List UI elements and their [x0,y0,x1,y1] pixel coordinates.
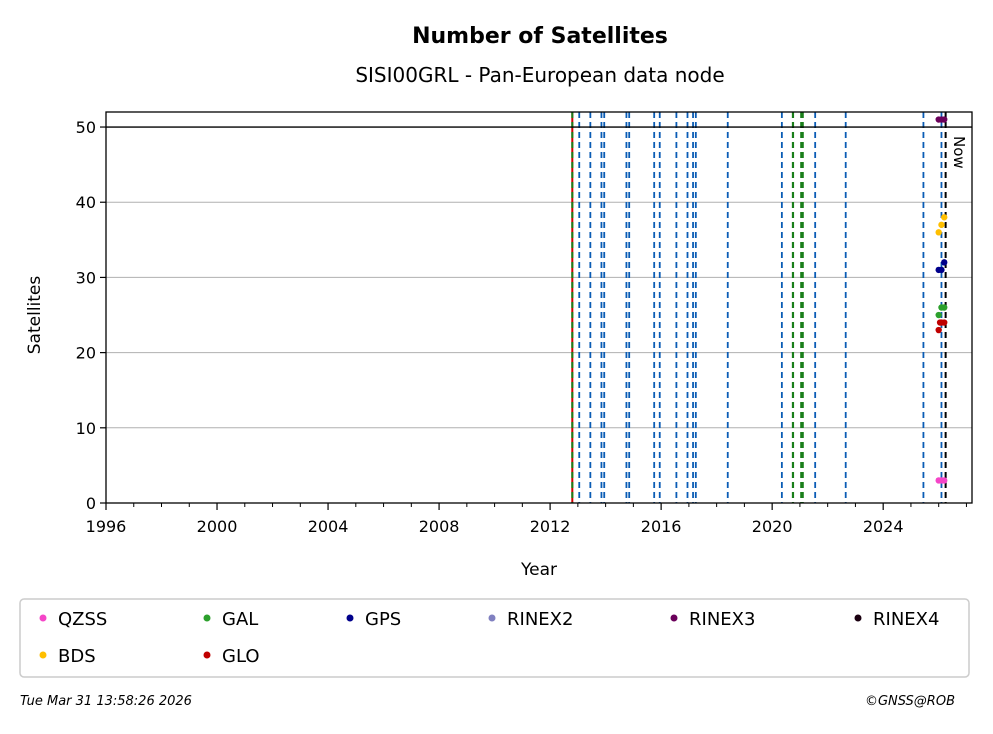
y-axis-label: Satellites [25,276,45,355]
data-points [935,116,948,484]
y-tick-label: 10 [76,419,96,438]
footer-timestamp: Tue Mar 31 13:58:26 2026 [20,694,192,709]
legend-label-bds: BDS [58,646,96,667]
legend-marker-rinex3 [670,614,678,622]
legend-label-glo: GLO [222,646,260,667]
point-glo [935,326,942,334]
x-tick-label: 2024 [863,517,904,536]
point-glo [941,319,948,326]
x-tick-label: 1996 [86,517,127,536]
legend-marker-gps [346,614,354,622]
y-tick-label: 20 [76,344,96,363]
point-bds [938,221,945,228]
legend-marker-qzss [39,614,47,622]
legend-label-gal: GAL [222,609,258,630]
y-tick-label: 0 [86,494,96,513]
plot-frame [105,111,973,504]
x-tick-label: 2016 [641,517,682,536]
point-qzss [941,477,948,484]
x-axis: 1996 2000 2004 2008 2012 2016 2020 2024 [86,503,967,536]
x-tick-label: 2012 [530,517,571,536]
x-axis-label: Year [520,560,557,580]
now-label: Now [950,136,968,169]
point-gps [941,259,948,266]
point-rinex3 [941,116,948,123]
chart-subtitle: SISI00GRL - Pan-European data node [355,63,724,87]
chart-title: Number of Satellites [412,24,668,49]
x-tick-label: 2008 [419,517,460,536]
y-tick-label: 30 [76,268,96,287]
point-bds [941,214,948,221]
point-gal [941,304,948,311]
x-tick-label: 2000 [197,517,238,536]
legend-marker-rinex4 [854,614,862,622]
y-tick-label: 50 [76,118,96,137]
point-gps [938,266,945,274]
footer-credit: ©GNSS@ROB [864,694,955,709]
legend-label-rinex3: RINEX3 [689,609,755,630]
y-axis: 0 10 20 30 40 50 [76,118,106,513]
y-gridlines [106,126,972,429]
legend: QZSS GAL GPS RINEX2 RINEX3 RINEX4 BDS GLO [39,609,939,667]
legend-label-rinex4: RINEX4 [873,609,939,630]
x-tick-label: 2020 [752,517,793,536]
legend-marker-rinex2 [488,614,496,622]
legend-box [19,598,970,678]
point-bds [935,229,942,236]
point-gal [935,311,942,319]
event-lines [106,112,972,503]
legend-marker-bds [39,651,47,659]
x-tick-label: 2004 [308,517,349,536]
legend-label-gps: GPS [365,609,401,630]
legend-marker-glo [203,651,211,659]
legend-marker-gal [203,614,211,622]
y-tick-label: 40 [76,193,96,212]
legend-label-qzss: QZSS [58,609,107,630]
legend-label-rinex2: RINEX2 [507,609,573,630]
